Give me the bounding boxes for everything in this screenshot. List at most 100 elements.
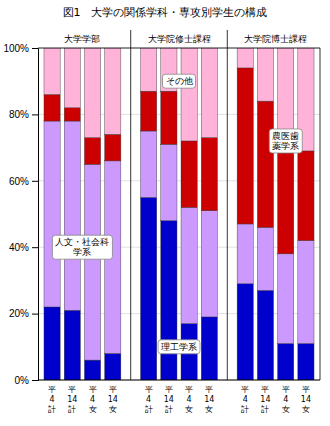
category-label: 平4女: [89, 385, 97, 414]
category-label: 平4計: [145, 385, 153, 414]
bar-segment: [201, 317, 217, 380]
y-tick-mark: [32, 247, 38, 248]
bar-segment: [181, 141, 197, 207]
bar-segment: [141, 131, 157, 197]
category-label: 平4女: [185, 385, 193, 414]
bar-segment: [237, 68, 253, 224]
bar-segment: [278, 343, 294, 380]
y-tick: 0%: [15, 375, 38, 386]
bar-segment: [64, 121, 80, 310]
bar-segment: [298, 151, 314, 241]
bar-segment: [237, 284, 253, 380]
annotation-background: [163, 74, 196, 88]
y-tick-label: 60%: [9, 176, 29, 187]
bar-segment: [64, 310, 80, 380]
annotations: 人文・社会科学系理工学系 その他農医歯薬学系: [52, 74, 302, 354]
plot: 0% 20% 40% 60% 80% 100% 大学学部 大学院修士課程 大学院博士課程平4計 平…: [3, 30, 320, 414]
bar-segment: [84, 138, 100, 165]
x-axis-line: [38, 380, 320, 381]
bar-segment: [44, 307, 60, 380]
annotation-box: 人文・社会科学系: [52, 235, 112, 259]
bars: [44, 48, 314, 380]
annotation: 理工学系: [161, 342, 197, 352]
bar-segment: [84, 48, 100, 138]
annotation-background: [52, 235, 112, 259]
bar-segment: [201, 48, 217, 138]
frame-right: [320, 48, 321, 380]
category-label: 平14女: [108, 385, 118, 414]
bar-segment: [201, 211, 217, 317]
annotation-background: [158, 340, 200, 354]
group-label: 大学院修士課程: [148, 34, 211, 44]
bar-segment: [141, 48, 157, 91]
y-tick-mark: [32, 181, 38, 182]
bar-segment: [181, 207, 197, 323]
y-tick-label: 0%: [15, 375, 30, 386]
category-label: 平14女: [204, 385, 214, 414]
group-label: 大学学部: [64, 34, 100, 44]
bar-segment: [257, 227, 273, 290]
category-label: 平14計: [164, 385, 174, 414]
y-tick: 80%: [9, 109, 38, 120]
category-label: 平14女: [301, 385, 311, 414]
bar-segment: [105, 134, 121, 161]
y-tick-mark: [32, 48, 38, 49]
bar-segment: [141, 91, 157, 131]
annotation-box: 農医歯薬学系: [269, 129, 302, 153]
y-tick-mark: [32, 314, 38, 315]
bar-segment: [161, 221, 177, 380]
bar-segment: [201, 138, 217, 211]
bar-segment: [44, 94, 60, 121]
chart: 図1 大学の関係学科・専攻別学生の構成 0% 20% 40% 60% 80% 100% 大学学…: [0, 0, 330, 426]
y-tick-mark: [32, 114, 38, 115]
bar-segment: [64, 108, 80, 121]
grid-line: [38, 48, 320, 49]
bar-segment: [44, 48, 60, 94]
category-label: 平14計: [67, 385, 77, 414]
bar-segment: [257, 48, 273, 101]
bar-segment: [161, 91, 177, 144]
y-axis: 0% 20% 40% 60% 80% 100%: [3, 43, 38, 386]
grid-line: [38, 380, 320, 381]
bar-segment: [278, 254, 294, 344]
bar-segment: [257, 290, 273, 380]
bar-segment: [64, 48, 80, 108]
bar-segment: [237, 224, 253, 284]
annotation-background: [269, 129, 302, 153]
category-label: 平14計: [260, 385, 270, 414]
y-tick: 40%: [9, 242, 38, 253]
bar-segment: [257, 101, 273, 227]
grid: [38, 48, 320, 380]
group-label: 大学院博士課程: [244, 34, 307, 44]
bar-segment: [181, 48, 197, 141]
series: [44, 48, 314, 151]
y-tick: 20%: [9, 308, 38, 319]
y-tick-mark: [32, 380, 38, 381]
bar-segment: [105, 353, 121, 380]
bar-segment: [237, 48, 253, 68]
title: 図1 大学の関係学科・専攻別学生の構成: [63, 6, 268, 19]
y-tick-label: 20%: [9, 308, 29, 319]
bar-segment: [298, 343, 314, 380]
annotation: 農医歯薬学系: [272, 131, 299, 151]
y-tick-label: 100%: [3, 43, 29, 54]
group-separator: [130, 30, 131, 380]
category-label: 平4計: [48, 385, 56, 414]
bar-segment: [298, 241, 314, 344]
bar-segment: [161, 144, 177, 220]
annotation: その他: [166, 76, 193, 86]
y-tick-label: 40%: [9, 242, 29, 253]
y-tick: 60%: [9, 176, 38, 187]
y-tick: 100%: [3, 43, 38, 54]
category-label: 平4女: [282, 385, 290, 414]
y-tick-label: 80%: [9, 109, 29, 120]
bar-segment: [84, 360, 100, 380]
bar-segment: [278, 138, 294, 254]
annotation: 人文・社会科学系: [55, 237, 109, 257]
category-label: 平4計: [241, 385, 249, 414]
bar-segment: [44, 121, 60, 307]
bar-segment: [105, 48, 121, 134]
annotation-box: その他: [163, 74, 196, 88]
group-separator: [227, 30, 228, 380]
bar-segment: [141, 197, 157, 380]
